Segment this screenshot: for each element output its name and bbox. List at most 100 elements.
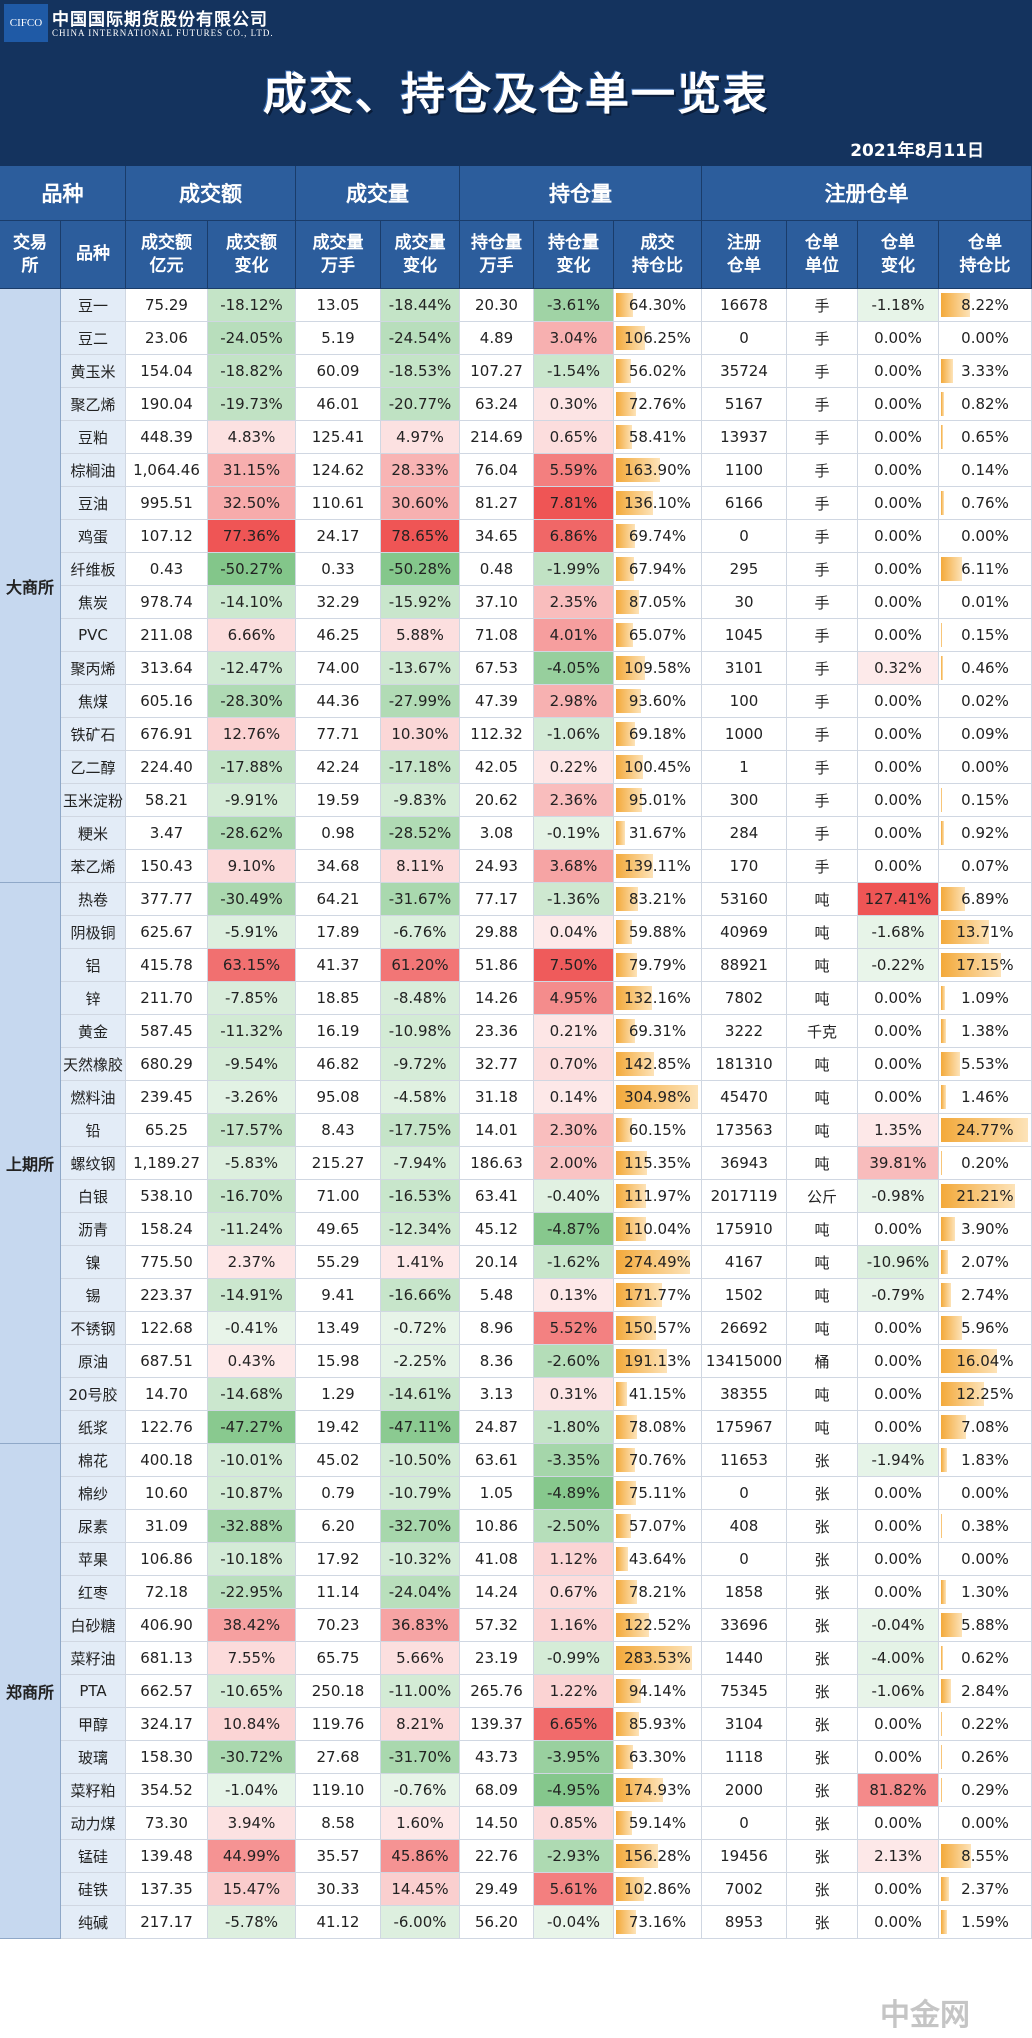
ratio-value: 83.21% bbox=[628, 890, 687, 908]
value-cell: 吨 bbox=[787, 982, 858, 1015]
change-cell: -31.70% bbox=[381, 1741, 460, 1774]
group-header: 成交额 bbox=[126, 166, 296, 221]
value-cell: 55.29 bbox=[296, 1246, 381, 1279]
value-cell: 119.10 bbox=[296, 1774, 381, 1807]
change-cell: 3.94% bbox=[208, 1807, 296, 1840]
change-cell: -3.95% bbox=[534, 1741, 614, 1774]
variety: 聚乙烯 bbox=[61, 388, 126, 421]
ratio-bar bbox=[616, 656, 646, 680]
value-cell: 30.33 bbox=[296, 1873, 381, 1906]
ratio-value: 3.33% bbox=[961, 362, 1009, 380]
change-cell: -5.78% bbox=[208, 1906, 296, 1939]
value-cell: 张 bbox=[787, 1774, 858, 1807]
ratio-value: 69.74% bbox=[628, 527, 687, 545]
value-cell: 张 bbox=[787, 1807, 858, 1840]
ratio-value: 0.38% bbox=[961, 1517, 1009, 1535]
ratio-value: 2.07% bbox=[961, 1253, 1009, 1271]
value-cell: 9.41 bbox=[296, 1279, 381, 1312]
value-cell: 29.88 bbox=[460, 916, 534, 949]
variety: 天然橡胶 bbox=[61, 1048, 126, 1081]
ratio-cell: 1.30% bbox=[939, 1576, 1032, 1609]
ratio-value: 41.15% bbox=[628, 1385, 687, 1403]
ratio-bar bbox=[616, 1184, 647, 1208]
value-cell: 324.17 bbox=[126, 1708, 208, 1741]
ratio-bar bbox=[941, 920, 990, 944]
value-cell: 10.60 bbox=[126, 1477, 208, 1510]
ratio-cell: 58.41% bbox=[614, 421, 702, 454]
change-cell: 0.30% bbox=[534, 388, 614, 421]
value-cell: 139.37 bbox=[460, 1708, 534, 1741]
change-cell: -0.98% bbox=[858, 1180, 939, 1213]
change-cell: -30.49% bbox=[208, 883, 296, 916]
change-cell: -31.67% bbox=[381, 883, 460, 916]
ratio-bar bbox=[616, 986, 652, 1010]
ratio-value: 0.62% bbox=[961, 1649, 1009, 1667]
change-cell: 36.83% bbox=[381, 1609, 460, 1642]
value-cell: 吨 bbox=[787, 1378, 858, 1411]
ratio-bar bbox=[941, 1283, 951, 1307]
ratio-value: 274.49% bbox=[624, 1253, 691, 1271]
value-cell: 65.25 bbox=[126, 1114, 208, 1147]
value-cell: 43.73 bbox=[460, 1741, 534, 1774]
ratio-bar bbox=[616, 1712, 640, 1736]
change-cell: -1.94% bbox=[858, 1444, 939, 1477]
value-cell: 41.37 bbox=[296, 949, 381, 982]
sub-header-line: 仓单 bbox=[805, 232, 839, 253]
ratio-value: 0.29% bbox=[961, 1781, 1009, 1799]
ratio-bar bbox=[616, 1811, 632, 1835]
ratio-bar bbox=[616, 293, 634, 317]
ratio-cell: 0.00% bbox=[939, 1543, 1032, 1576]
ratio-bar bbox=[616, 1151, 647, 1175]
change-cell: 10.30% bbox=[381, 718, 460, 751]
ratio-bar bbox=[616, 1349, 668, 1373]
change-cell: 0.00% bbox=[858, 586, 939, 619]
change-cell: -11.24% bbox=[208, 1213, 296, 1246]
sub-header-line: 交易 bbox=[13, 232, 47, 253]
value-cell: 42.05 bbox=[460, 751, 534, 784]
change-cell: 5.52% bbox=[534, 1312, 614, 1345]
value-cell: 吨 bbox=[787, 1114, 858, 1147]
value-cell: 107.12 bbox=[126, 520, 208, 553]
variety: 棉纱 bbox=[61, 1477, 126, 1510]
change-cell: -14.61% bbox=[381, 1378, 460, 1411]
sub-header: 成交量 变化 bbox=[381, 221, 460, 289]
change-cell: 0.13% bbox=[534, 1279, 614, 1312]
value-cell: 手 bbox=[787, 652, 858, 685]
sub-header: 持仓量 变化 bbox=[534, 221, 614, 289]
ratio-cell: 13.71% bbox=[939, 916, 1032, 949]
ratio-cell: 78.21% bbox=[614, 1576, 702, 1609]
value-cell: 张 bbox=[787, 1510, 858, 1543]
value-cell: 107.27 bbox=[460, 355, 534, 388]
change-cell: 0.22% bbox=[534, 751, 614, 784]
change-cell: 0.00% bbox=[858, 1510, 939, 1543]
value-cell: 63.24 bbox=[460, 388, 534, 421]
change-cell: -0.22% bbox=[858, 949, 939, 982]
value-cell: 4167 bbox=[702, 1246, 787, 1279]
change-cell: 0.00% bbox=[858, 355, 939, 388]
change-cell: -4.95% bbox=[534, 1774, 614, 1807]
ratio-cell: 94.14% bbox=[614, 1675, 702, 1708]
value-cell: 14.26 bbox=[460, 982, 534, 1015]
value-cell: 0 bbox=[702, 1543, 787, 1576]
change-cell: -3.26% bbox=[208, 1081, 296, 1114]
value-cell: 19.42 bbox=[296, 1411, 381, 1444]
ratio-cell: 274.49% bbox=[614, 1246, 702, 1279]
change-cell: -4.58% bbox=[381, 1081, 460, 1114]
value-cell: 37.10 bbox=[460, 586, 534, 619]
sub-header-line: 成交额 bbox=[226, 232, 277, 253]
value-cell: 214.69 bbox=[460, 421, 534, 454]
change-cell: -16.53% bbox=[381, 1180, 460, 1213]
ratio-cell: 56.02% bbox=[614, 355, 702, 388]
sub-header: 注册 仓单 bbox=[702, 221, 787, 289]
ratio-cell: 60.15% bbox=[614, 1114, 702, 1147]
sub-header-line: 持仓量 bbox=[471, 232, 522, 253]
change-cell: 7.81% bbox=[534, 487, 614, 520]
value-cell: 15.98 bbox=[296, 1345, 381, 1378]
value-cell: 223.37 bbox=[126, 1279, 208, 1312]
value-cell: 手 bbox=[787, 784, 858, 817]
ratio-value: 2.37% bbox=[961, 1880, 1009, 1898]
change-cell: 5.59% bbox=[534, 454, 614, 487]
ratio-bar bbox=[616, 1679, 642, 1703]
value-cell: 手 bbox=[787, 421, 858, 454]
